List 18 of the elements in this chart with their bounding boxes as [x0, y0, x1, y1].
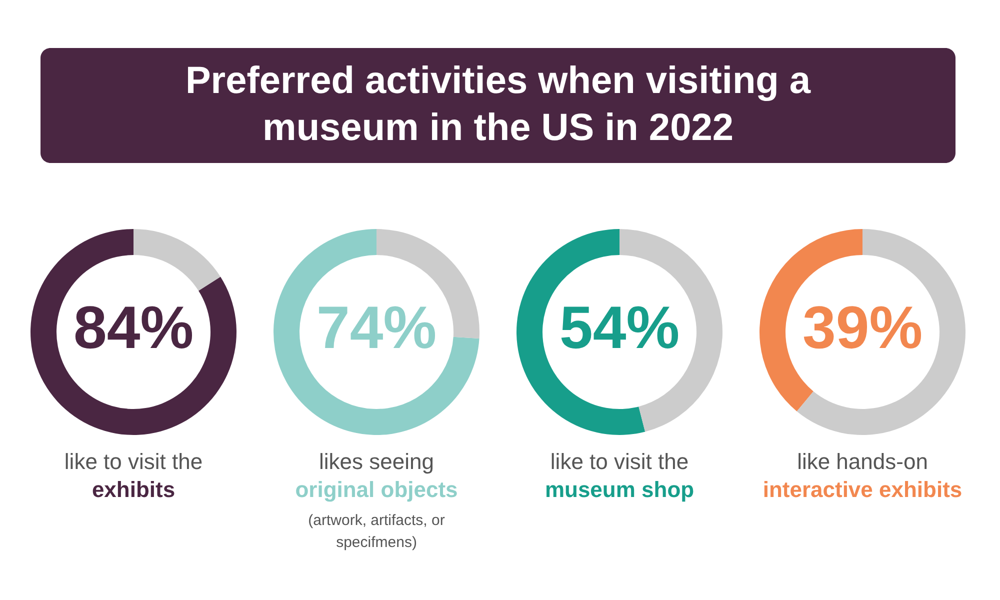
- text: like hands-on: [797, 449, 928, 474]
- data-label: 74%: [316, 294, 437, 361]
- donut-slice: [796, 229, 966, 435]
- text: (artwork, artifacts, or specifmens): [308, 512, 445, 551]
- data-label: 54%: [559, 294, 680, 361]
- donut-slice: [134, 229, 220, 291]
- text: interactive exhibits: [762, 477, 962, 502]
- text: Preferred activities when visiting a museum in the US in 2022: [185, 60, 812, 149]
- text: likes seeing: [319, 449, 434, 474]
- text: museum shop: [544, 477, 694, 502]
- text: like to visit the: [64, 449, 203, 474]
- donut-slice: [30, 229, 236, 435]
- data-label: 39%: [802, 294, 923, 361]
- data-label: 84%: [73, 294, 194, 361]
- text: original objects: [295, 477, 458, 502]
- text: exhibits: [92, 477, 176, 502]
- text: like to visit the: [550, 449, 689, 474]
- donut-slice: [274, 229, 480, 435]
